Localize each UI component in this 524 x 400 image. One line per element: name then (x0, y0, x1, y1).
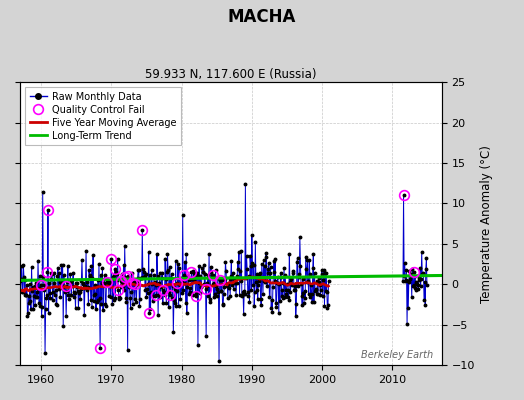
Text: Berkeley Earth: Berkeley Earth (361, 350, 433, 360)
Y-axis label: Temperature Anomaly (°C): Temperature Anomaly (°C) (481, 145, 493, 303)
Text: MACHA: MACHA (228, 8, 296, 26)
Title: 59.933 N, 117.600 E (Russia): 59.933 N, 117.600 E (Russia) (145, 68, 316, 81)
Legend: Raw Monthly Data, Quality Control Fail, Five Year Moving Average, Long-Term Tren: Raw Monthly Data, Quality Control Fail, … (25, 87, 181, 146)
